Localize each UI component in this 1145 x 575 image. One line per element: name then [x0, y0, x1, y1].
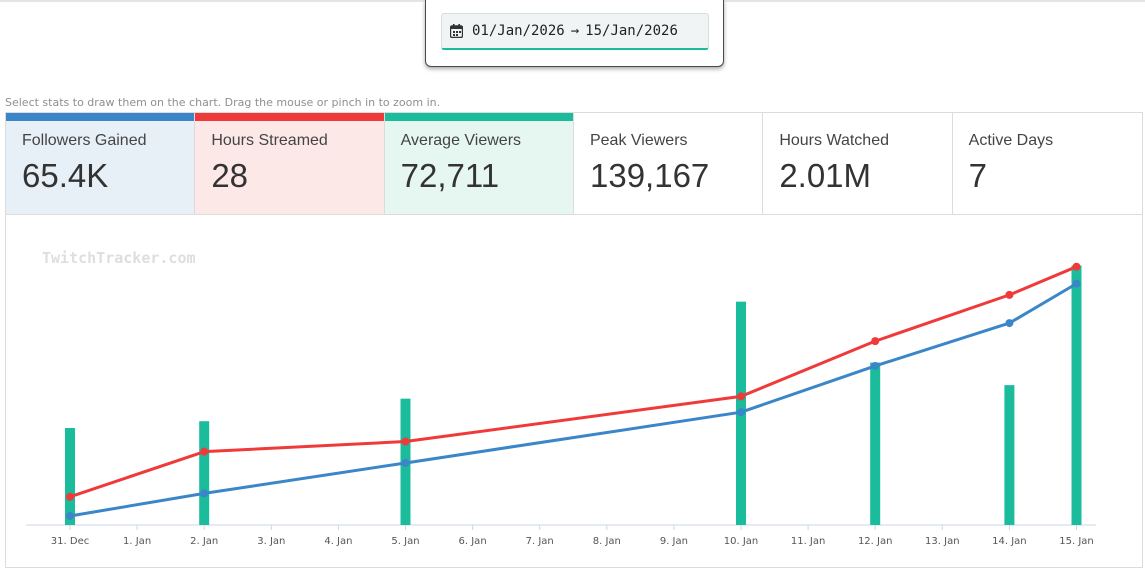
x-tick-label: 14. Jan — [992, 536, 1027, 547]
calendar-icon — [450, 24, 463, 38]
chart-area[interactable]: TwitchTracker.com 31. Dec 1. Jan 2. Jan 3. J… — [5, 214, 1143, 568]
stat-label: Active Days — [968, 132, 1054, 149]
stat-followers-gained[interactable]: Followers Gained 65.4K — [6, 113, 196, 215]
date-range-picker[interactable]: 01/Jan/2026 → 15/Jan/2026 — [441, 13, 709, 50]
point-hours-streamed — [66, 492, 74, 501]
stat-value: 72,711 — [400, 157, 500, 194]
chart-hint: Select stats to draw them on the chart. … — [5, 96, 441, 109]
x-tick-label: 7. Jan — [526, 536, 554, 547]
x-tick-label: 13. Jan — [925, 536, 960, 547]
stat-value: 7 — [968, 157, 987, 194]
point-hours-streamed — [200, 447, 209, 456]
x-tick-label: 2. Jan — [190, 536, 218, 547]
x-tick-label: 8. Jan — [593, 536, 621, 547]
stat-average-viewers[interactable]: Average Viewers 72,711 — [384, 113, 574, 215]
stats-row: Followers Gained 65.4K Hours Streamed 28… — [5, 112, 1143, 215]
stat-label: Hours Streamed — [211, 132, 328, 149]
date-start: 01/Jan/2026 — [472, 23, 565, 39]
x-tick-label: 10. Jan — [724, 536, 759, 547]
point-followers-gained — [401, 458, 410, 467]
watermark: TwitchTracker.com — [42, 249, 196, 267]
x-tick-label: 15. Jan — [1059, 536, 1094, 547]
stat-active-days[interactable]: Active Days 7 — [952, 113, 1142, 215]
point-followers-gained — [1005, 319, 1014, 328]
stat-value: 139,167 — [589, 157, 710, 194]
x-tick-label: 12. Jan — [858, 536, 893, 547]
x-tick-label: 4. Jan — [324, 536, 352, 547]
point-hours-streamed — [401, 437, 410, 446]
point-followers-gained — [1072, 279, 1081, 288]
point-followers-gained — [737, 408, 745, 417]
stats-chart[interactable]: TwitchTracker.com 31. Dec 1. Jan 2. Jan 3. J… — [6, 215, 1142, 567]
stat-label: Hours Watched — [779, 132, 889, 149]
stat-label: Peak Viewers — [589, 132, 688, 149]
stat-label: Average Viewers — [400, 132, 522, 149]
line-hours-streamed — [68, 265, 1078, 499]
bar-average-viewers — [870, 362, 881, 525]
point-followers-gained — [66, 511, 74, 520]
x-tick-label: 5. Jan — [391, 536, 419, 547]
x-tick-label: 6. Jan — [459, 536, 487, 547]
date-end: 15/Jan/2026 — [585, 23, 678, 39]
bar-average-viewers — [1004, 385, 1015, 525]
stat-hours-streamed[interactable]: Hours Streamed 28 — [195, 113, 385, 215]
line-followers-gained — [68, 282, 1078, 518]
point-hours-streamed — [871, 337, 880, 346]
point-hours-streamed — [1072, 262, 1081, 271]
arrow-right-icon: → — [570, 23, 580, 39]
x-tick-label: 9. Jan — [660, 536, 688, 547]
point-hours-streamed — [1005, 290, 1014, 299]
stat-peak-viewers[interactable]: Peak Viewers 139,167 — [573, 113, 764, 215]
stat-value: 2.01M — [779, 157, 872, 194]
bar-average-viewers — [199, 421, 210, 525]
x-tick-label: 1. Jan — [123, 536, 151, 547]
x-tick-label: 3. Jan — [257, 536, 285, 547]
stat-hours-watched[interactable]: Hours Watched 2.01M — [763, 113, 953, 215]
date-range-popup: 01/Jan/2026 → 15/Jan/2026 — [425, 0, 724, 67]
point-followers-gained — [200, 489, 209, 498]
x-tick-label: 11. Jan — [791, 536, 826, 547]
bar-average-viewers — [65, 427, 75, 525]
point-hours-streamed — [737, 392, 745, 401]
stat-value: 28 — [211, 157, 249, 194]
stat-value: 65.4K — [22, 157, 109, 194]
bar-average-viewers — [1071, 265, 1082, 525]
point-followers-gained — [871, 361, 880, 370]
x-tick-label: 31. Dec — [51, 536, 89, 547]
stat-label: Followers Gained — [22, 132, 147, 149]
